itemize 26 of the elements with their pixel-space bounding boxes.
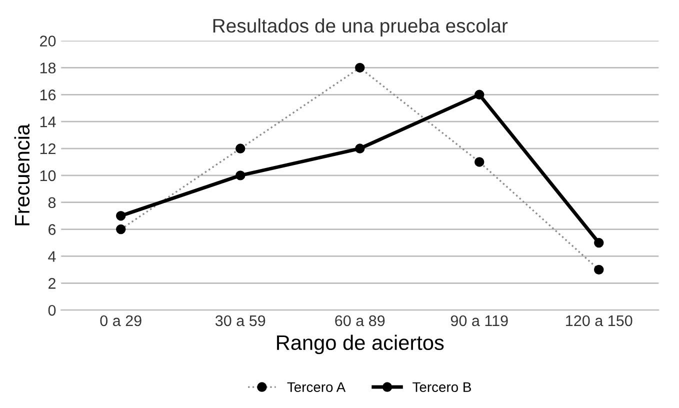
point [236,170,246,180]
x-tick-label: 120 a 150 [566,315,632,326]
y-tick-label: 18 [40,62,56,74]
x-tick-label: 90 a 119 [450,315,508,326]
legend-label: Tercero B [412,382,471,392]
y-tick-label: 12 [40,143,56,154]
x-tick-label: 0 a 29 [100,315,142,326]
x-tick-label: 30 a 59 [215,315,266,326]
y-tick-label: 4 [48,251,56,262]
y-tick-label: 6 [48,224,56,235]
y-tick-label: 20 [40,36,56,46]
y-tick-label: 10 [40,170,56,182]
y-tick-label: 16 [40,90,56,100]
y-axis-title: Frecuencia [14,124,30,226]
y-tick-label: 2 [48,278,56,289]
y-tick-label: 0 [48,304,56,316]
chart-title: Resultados de una prueba escolar [213,18,508,36]
x-tick-label: 60 a 89 [335,315,385,326]
point [594,238,604,248]
point [474,90,484,100]
x-axis-title: Rango de aciertos [277,334,444,354]
y-tick-label: 14 [40,116,56,128]
point [116,210,126,221]
legend-label: Tercero A [287,382,346,392]
point [355,144,365,154]
y-tick-label: 8 [48,197,56,208]
